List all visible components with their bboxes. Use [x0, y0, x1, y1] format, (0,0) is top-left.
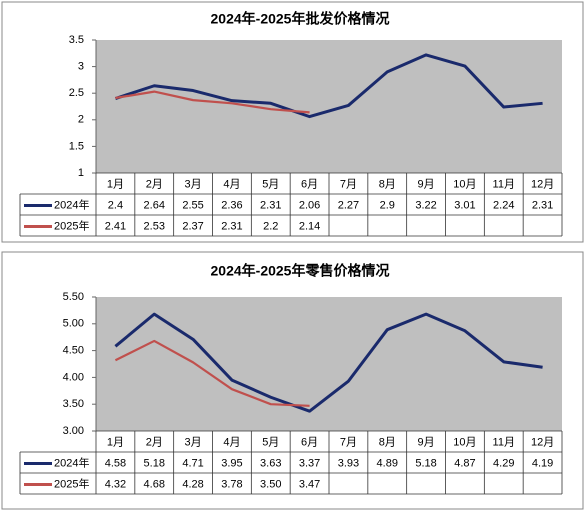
table-cell: 4.71 — [182, 457, 203, 469]
table-cell: 2.14 — [299, 220, 320, 232]
table-cell: 2.27 — [338, 199, 359, 211]
table-cell: 2.9 — [380, 199, 395, 211]
series-line — [114, 312, 543, 413]
x-tick-label: 11月 — [493, 436, 515, 448]
table-cell: 2.31 — [221, 220, 242, 232]
y-tick-label: 2.5 — [69, 87, 84, 99]
y-tick-label: 3.50 — [63, 398, 84, 410]
table-cell: 3.63 — [260, 457, 281, 469]
x-tick-label: 5月 — [262, 178, 279, 190]
x-tick-label: 7月 — [340, 436, 357, 448]
x-tick-label: 9月 — [418, 436, 435, 448]
series-line — [114, 339, 310, 407]
table-cell: 2.4 — [108, 199, 123, 211]
y-tick-label: 1.5 — [69, 140, 84, 152]
chart-title: 2024年-2025年批发价格情况 — [211, 11, 390, 27]
table-cell: 4.58 — [105, 457, 126, 469]
y-tick-label: 4.00 — [63, 371, 84, 383]
x-tick-label: 6月 — [301, 436, 318, 448]
table-cell: 4.19 — [532, 457, 553, 469]
table-cell: 2.31 — [260, 199, 281, 211]
x-tick-label: 2月 — [146, 436, 163, 448]
x-tick-label: 8月 — [379, 436, 396, 448]
series-line — [115, 90, 310, 114]
y-tick-label: 3.5 — [69, 34, 84, 46]
x-tick-label: 12月 — [531, 178, 554, 190]
x-tick-label: 1月 — [107, 178, 124, 190]
y-tick-label: 5.50 — [63, 291, 84, 303]
table-cell: 3.01 — [454, 199, 475, 211]
table-cell: 2.2 — [263, 220, 278, 232]
y-tick-label: 1 — [78, 167, 84, 179]
table-cell: 2.36 — [221, 199, 242, 211]
table-cell: 3.50 — [260, 478, 281, 490]
table-cell: 2.37 — [182, 220, 203, 232]
x-tick-label: 12月 — [531, 436, 554, 448]
x-tick-label: 3月 — [185, 178, 202, 190]
x-tick-label: 10月 — [453, 436, 476, 448]
legend-label: 2025年 — [54, 476, 89, 490]
x-tick-label: 8月 — [379, 178, 396, 190]
plot-area — [96, 297, 562, 431]
x-tick-label: 4月 — [223, 178, 240, 190]
table-cell: 2.41 — [105, 220, 126, 232]
table-cell: 5.18 — [415, 457, 436, 469]
table-cell: 4.28 — [182, 478, 203, 490]
chart-title: 2024年-2025年零售价格情况 — [211, 263, 390, 279]
x-tick-label: 7月 — [340, 178, 357, 190]
x-tick-label: 11月 — [493, 178, 515, 190]
table-cell: 4.68 — [144, 478, 165, 490]
table-cell: 2.64 — [144, 199, 165, 211]
y-tick-label: 3.00 — [63, 425, 84, 437]
table-cell: 5.18 — [144, 457, 165, 469]
table-cell: 2.55 — [182, 199, 203, 211]
x-tick-label: 6月 — [301, 178, 318, 190]
x-tick-label: 1月 — [107, 436, 124, 448]
series-line — [114, 53, 543, 119]
table-cell: 3.78 — [221, 478, 242, 490]
table-cell: 2.53 — [144, 220, 165, 232]
table-cell: 2.24 — [493, 199, 514, 211]
x-tick-label: 9月 — [418, 178, 435, 190]
x-tick-label: 4月 — [223, 436, 240, 448]
table-cell: 3.95 — [221, 457, 242, 469]
table-cell: 2.06 — [299, 199, 320, 211]
table-cell: 3.37 — [299, 457, 320, 469]
table-cell: 4.87 — [454, 457, 475, 469]
plot-area — [96, 40, 562, 173]
legend-label: 2024年 — [54, 197, 89, 211]
table-cell: 4.89 — [377, 457, 398, 469]
x-tick-label: 3月 — [185, 436, 202, 448]
table-cell: 4.29 — [493, 457, 514, 469]
x-tick-label: 2月 — [146, 178, 163, 190]
x-tick-label: 5月 — [262, 436, 279, 448]
y-tick-label: 2 — [78, 114, 84, 126]
table-cell: 3.22 — [415, 199, 436, 211]
y-tick-label: 3 — [78, 61, 84, 73]
x-tick-label: 10月 — [453, 178, 476, 190]
y-tick-label: 5.00 — [63, 318, 84, 330]
legend-label: 2024年 — [54, 455, 89, 469]
legend-label: 2025年 — [54, 218, 89, 232]
table-cell: 2.31 — [532, 199, 553, 211]
table-cell: 3.93 — [338, 457, 359, 469]
table-cell: 3.47 — [299, 478, 320, 490]
y-tick-label: 4.50 — [63, 345, 84, 357]
table-cell: 4.32 — [105, 478, 126, 490]
